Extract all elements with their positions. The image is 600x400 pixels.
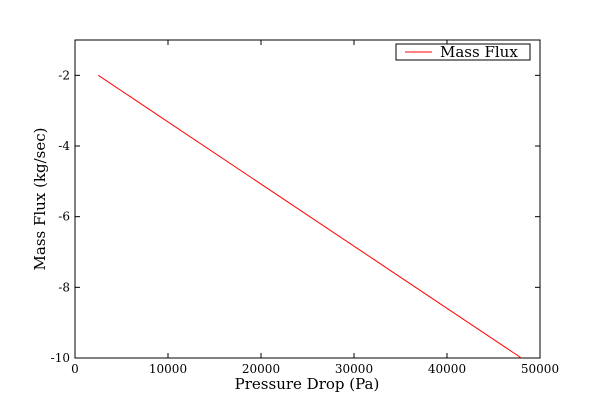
y-tick-label: -2: [58, 68, 70, 82]
x-tick-label: 10000: [149, 362, 187, 376]
series-layer: [97, 74, 522, 359]
x-tick-label: 50000: [521, 362, 559, 376]
y-tick-label: -6: [58, 210, 70, 224]
y-tick-label: -4: [58, 139, 70, 153]
legend-box: [395, 43, 531, 61]
x-tick-label: 20000: [242, 362, 280, 376]
x-axis-ticks: 0 10000 20000 30000 40000 50000: [71, 40, 559, 376]
legend-label: Mass Flux: [440, 43, 518, 61]
y-axis-label: Mass Flux (kg/sec): [31, 128, 49, 271]
x-tick-label: 40000: [428, 362, 466, 376]
series-line: [97, 74, 522, 359]
x-axis-label: Pressure Drop (Pa): [235, 375, 380, 393]
x-tick-label: 30000: [335, 362, 373, 376]
y-tick-label: -10: [51, 351, 70, 365]
y-tick-label: -8: [58, 280, 70, 294]
y-axis-ticks: -2 -4 -6 -8 -10: [51, 68, 540, 365]
plot-area: [74, 39, 541, 359]
legend: Mass Flux: [395, 43, 531, 61]
x-tick-label: 0: [71, 362, 79, 376]
